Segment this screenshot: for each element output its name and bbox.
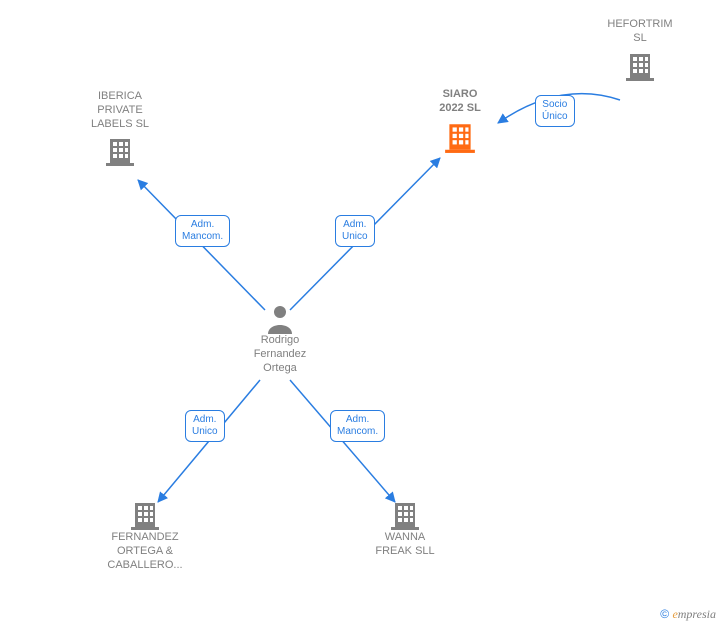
building-icon xyxy=(129,499,161,531)
building-icon xyxy=(624,50,656,82)
edge-label-adm-unico-1: Adm. Unico xyxy=(335,215,375,247)
node-iberica[interactable]: IBERICA PRIVATE LABELS SL xyxy=(70,90,170,167)
copyright-symbol: © xyxy=(660,607,669,621)
node-rodrigo[interactable]: Rodrigo Fernandez Ortega xyxy=(230,300,330,375)
edge-label-adm-mancom-1: Adm. Mancom. xyxy=(175,215,230,247)
edge-label-adm-mancom-2: Adm. Mancom. xyxy=(330,410,385,442)
node-label: SIARO 2022 SL xyxy=(415,88,505,116)
edge-label-adm-unico-2: Adm. Unico xyxy=(185,410,225,442)
building-icon xyxy=(104,135,136,167)
node-hefortrim[interactable]: HEFORTRIM SL xyxy=(595,18,685,82)
node-siaro[interactable]: SIARO 2022 SL xyxy=(415,88,505,154)
person-icon xyxy=(266,304,294,334)
node-fernandez[interactable]: FERNANDEZ ORTEGA & CABALLERO... xyxy=(90,495,200,572)
node-label: IBERICA PRIVATE LABELS SL xyxy=(70,90,170,131)
building-icon xyxy=(389,499,421,531)
brand-logo: empresia xyxy=(672,607,716,621)
node-label: Rodrigo Fernandez Ortega xyxy=(230,334,330,375)
node-label: WANNA FREAK SLL xyxy=(360,531,450,559)
node-wanna[interactable]: WANNA FREAK SLL xyxy=(360,495,450,559)
watermark: © empresia xyxy=(660,607,716,622)
edge-label-socio-unico: Socio Único xyxy=(535,95,575,127)
building-icon xyxy=(443,120,477,154)
node-label: FERNANDEZ ORTEGA & CABALLERO... xyxy=(90,531,200,572)
node-label: HEFORTRIM SL xyxy=(595,18,685,46)
